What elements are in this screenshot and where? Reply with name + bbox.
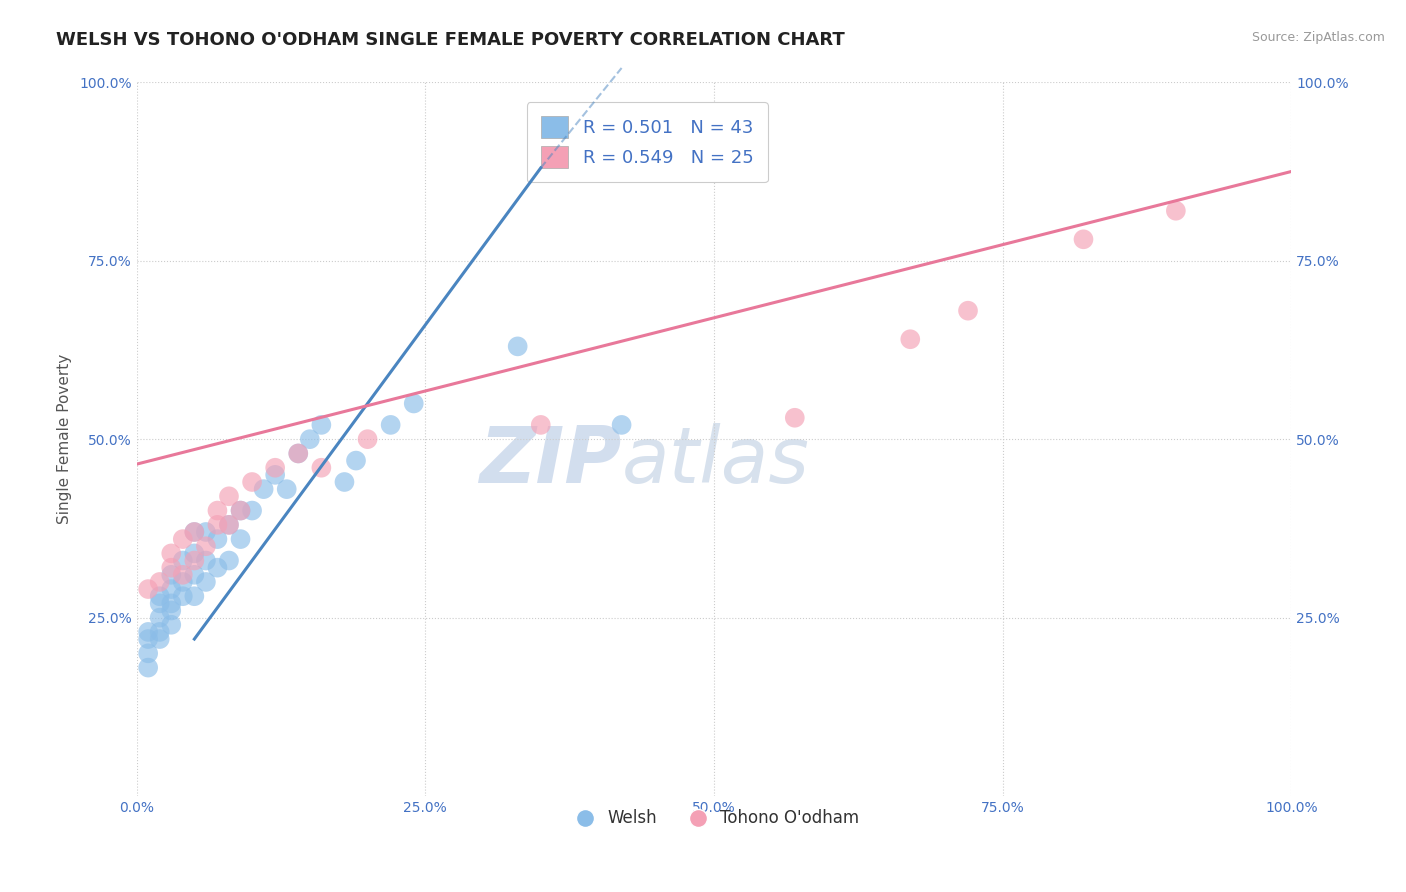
Point	[194, 574, 217, 589]
Point	[172, 574, 194, 589]
Point	[298, 432, 321, 446]
Point	[287, 446, 309, 460]
Point	[264, 467, 287, 482]
Point	[172, 553, 194, 567]
Point	[276, 482, 298, 496]
Point	[194, 524, 217, 539]
Point	[380, 417, 402, 432]
Point	[287, 446, 309, 460]
Point	[240, 503, 263, 517]
Point	[506, 339, 529, 353]
Point	[136, 582, 159, 596]
Point	[183, 553, 205, 567]
Point	[149, 632, 172, 646]
Point	[229, 503, 252, 517]
Point	[160, 596, 183, 610]
Point	[160, 567, 183, 582]
Point	[530, 417, 553, 432]
Point	[149, 610, 172, 624]
Point	[218, 517, 240, 532]
Point	[183, 524, 205, 539]
Point	[956, 303, 979, 318]
Text: WELSH VS TOHONO O'ODHAM SINGLE FEMALE POVERTY CORRELATION CHART: WELSH VS TOHONO O'ODHAM SINGLE FEMALE PO…	[56, 31, 845, 49]
Point	[229, 532, 252, 546]
Point	[172, 567, 194, 582]
Point	[218, 517, 240, 532]
Point	[149, 574, 172, 589]
Point	[160, 546, 183, 560]
Point	[183, 524, 205, 539]
Point	[207, 517, 229, 532]
Y-axis label: Single Female Poverty: Single Female Poverty	[58, 354, 72, 524]
Point	[898, 332, 921, 346]
Point	[149, 589, 172, 603]
Point	[194, 553, 217, 567]
Point	[240, 475, 263, 489]
Point	[136, 646, 159, 660]
Point	[183, 546, 205, 560]
Text: ZIP: ZIP	[479, 423, 621, 499]
Point	[610, 417, 633, 432]
Text: atlas: atlas	[621, 423, 810, 499]
Point	[194, 539, 217, 553]
Legend: Welsh, Tohono O'odham: Welsh, Tohono O'odham	[562, 803, 866, 834]
Point	[333, 475, 356, 489]
Point	[218, 553, 240, 567]
Point	[160, 560, 183, 574]
Point	[183, 589, 205, 603]
Point	[160, 617, 183, 632]
Point	[311, 417, 333, 432]
Point	[356, 432, 378, 446]
Point	[160, 582, 183, 596]
Point	[136, 632, 159, 646]
Point	[1073, 232, 1095, 246]
Point	[149, 624, 172, 639]
Point	[344, 453, 367, 467]
Point	[218, 489, 240, 503]
Point	[172, 532, 194, 546]
Point	[783, 410, 806, 425]
Point	[172, 589, 194, 603]
Point	[183, 567, 205, 582]
Point	[149, 596, 172, 610]
Point	[160, 603, 183, 617]
Point	[136, 660, 159, 674]
Point	[264, 460, 287, 475]
Point	[311, 460, 333, 475]
Point	[402, 396, 425, 410]
Point	[229, 503, 252, 517]
Point	[207, 503, 229, 517]
Point	[1164, 203, 1187, 218]
Point	[207, 532, 229, 546]
Point	[253, 482, 276, 496]
Point	[207, 560, 229, 574]
Text: Source: ZipAtlas.com: Source: ZipAtlas.com	[1251, 31, 1385, 45]
Point	[136, 624, 159, 639]
